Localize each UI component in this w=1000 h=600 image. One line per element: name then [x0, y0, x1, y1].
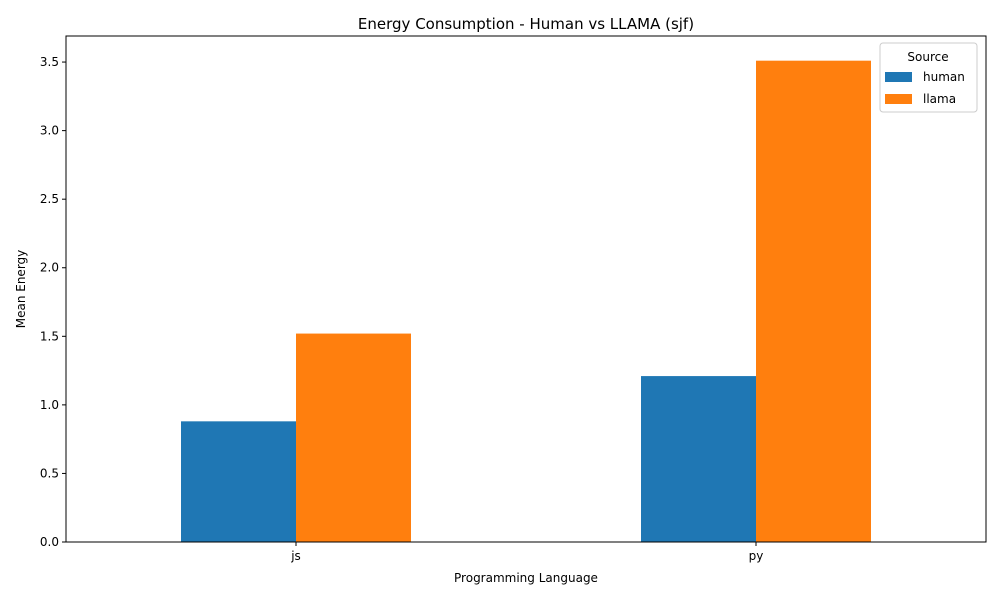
bar-llama-py — [756, 60, 871, 543]
y-tick-label: 3.0 — [40, 124, 59, 138]
legend-label-human: human — [923, 70, 965, 84]
y-axis-label: Mean Energy — [14, 250, 28, 329]
y-tick-label: 2.5 — [40, 192, 59, 206]
bar-human-js — [181, 421, 296, 542]
chart-title: Energy Consumption - Human vs LLAMA (sjf… — [358, 15, 694, 33]
legend-title: Source — [907, 50, 948, 64]
legend-label-llama: llama — [923, 92, 956, 106]
bars-layer — [181, 60, 871, 543]
y-tick-label: 1.0 — [40, 398, 59, 412]
y-tick-label: 0.0 — [40, 535, 59, 549]
axes-layer: 0.0 0.5 1.0 1.5 2.0 2.5 3.0 3.5 js py — [40, 35, 987, 563]
legend-items: human llama — [885, 70, 965, 106]
y-tick-label: 0.5 — [40, 466, 59, 480]
legend-swatch-llama — [885, 94, 912, 104]
y-tick-label: 2.0 — [40, 261, 59, 275]
x-tick-label: js — [290, 549, 301, 563]
y-tick-label: 3.5 — [40, 55, 59, 69]
legend: Source human llama — [879, 42, 978, 113]
y-tick-label: 1.5 — [40, 329, 59, 343]
bar-llama-js — [296, 333, 411, 542]
plot-frame — [65, 35, 987, 543]
x-axis-label: Programming Language — [454, 571, 598, 585]
legend-swatch-human — [885, 72, 912, 82]
bar-human-py — [641, 376, 756, 542]
x-tick-label: py — [749, 549, 764, 563]
